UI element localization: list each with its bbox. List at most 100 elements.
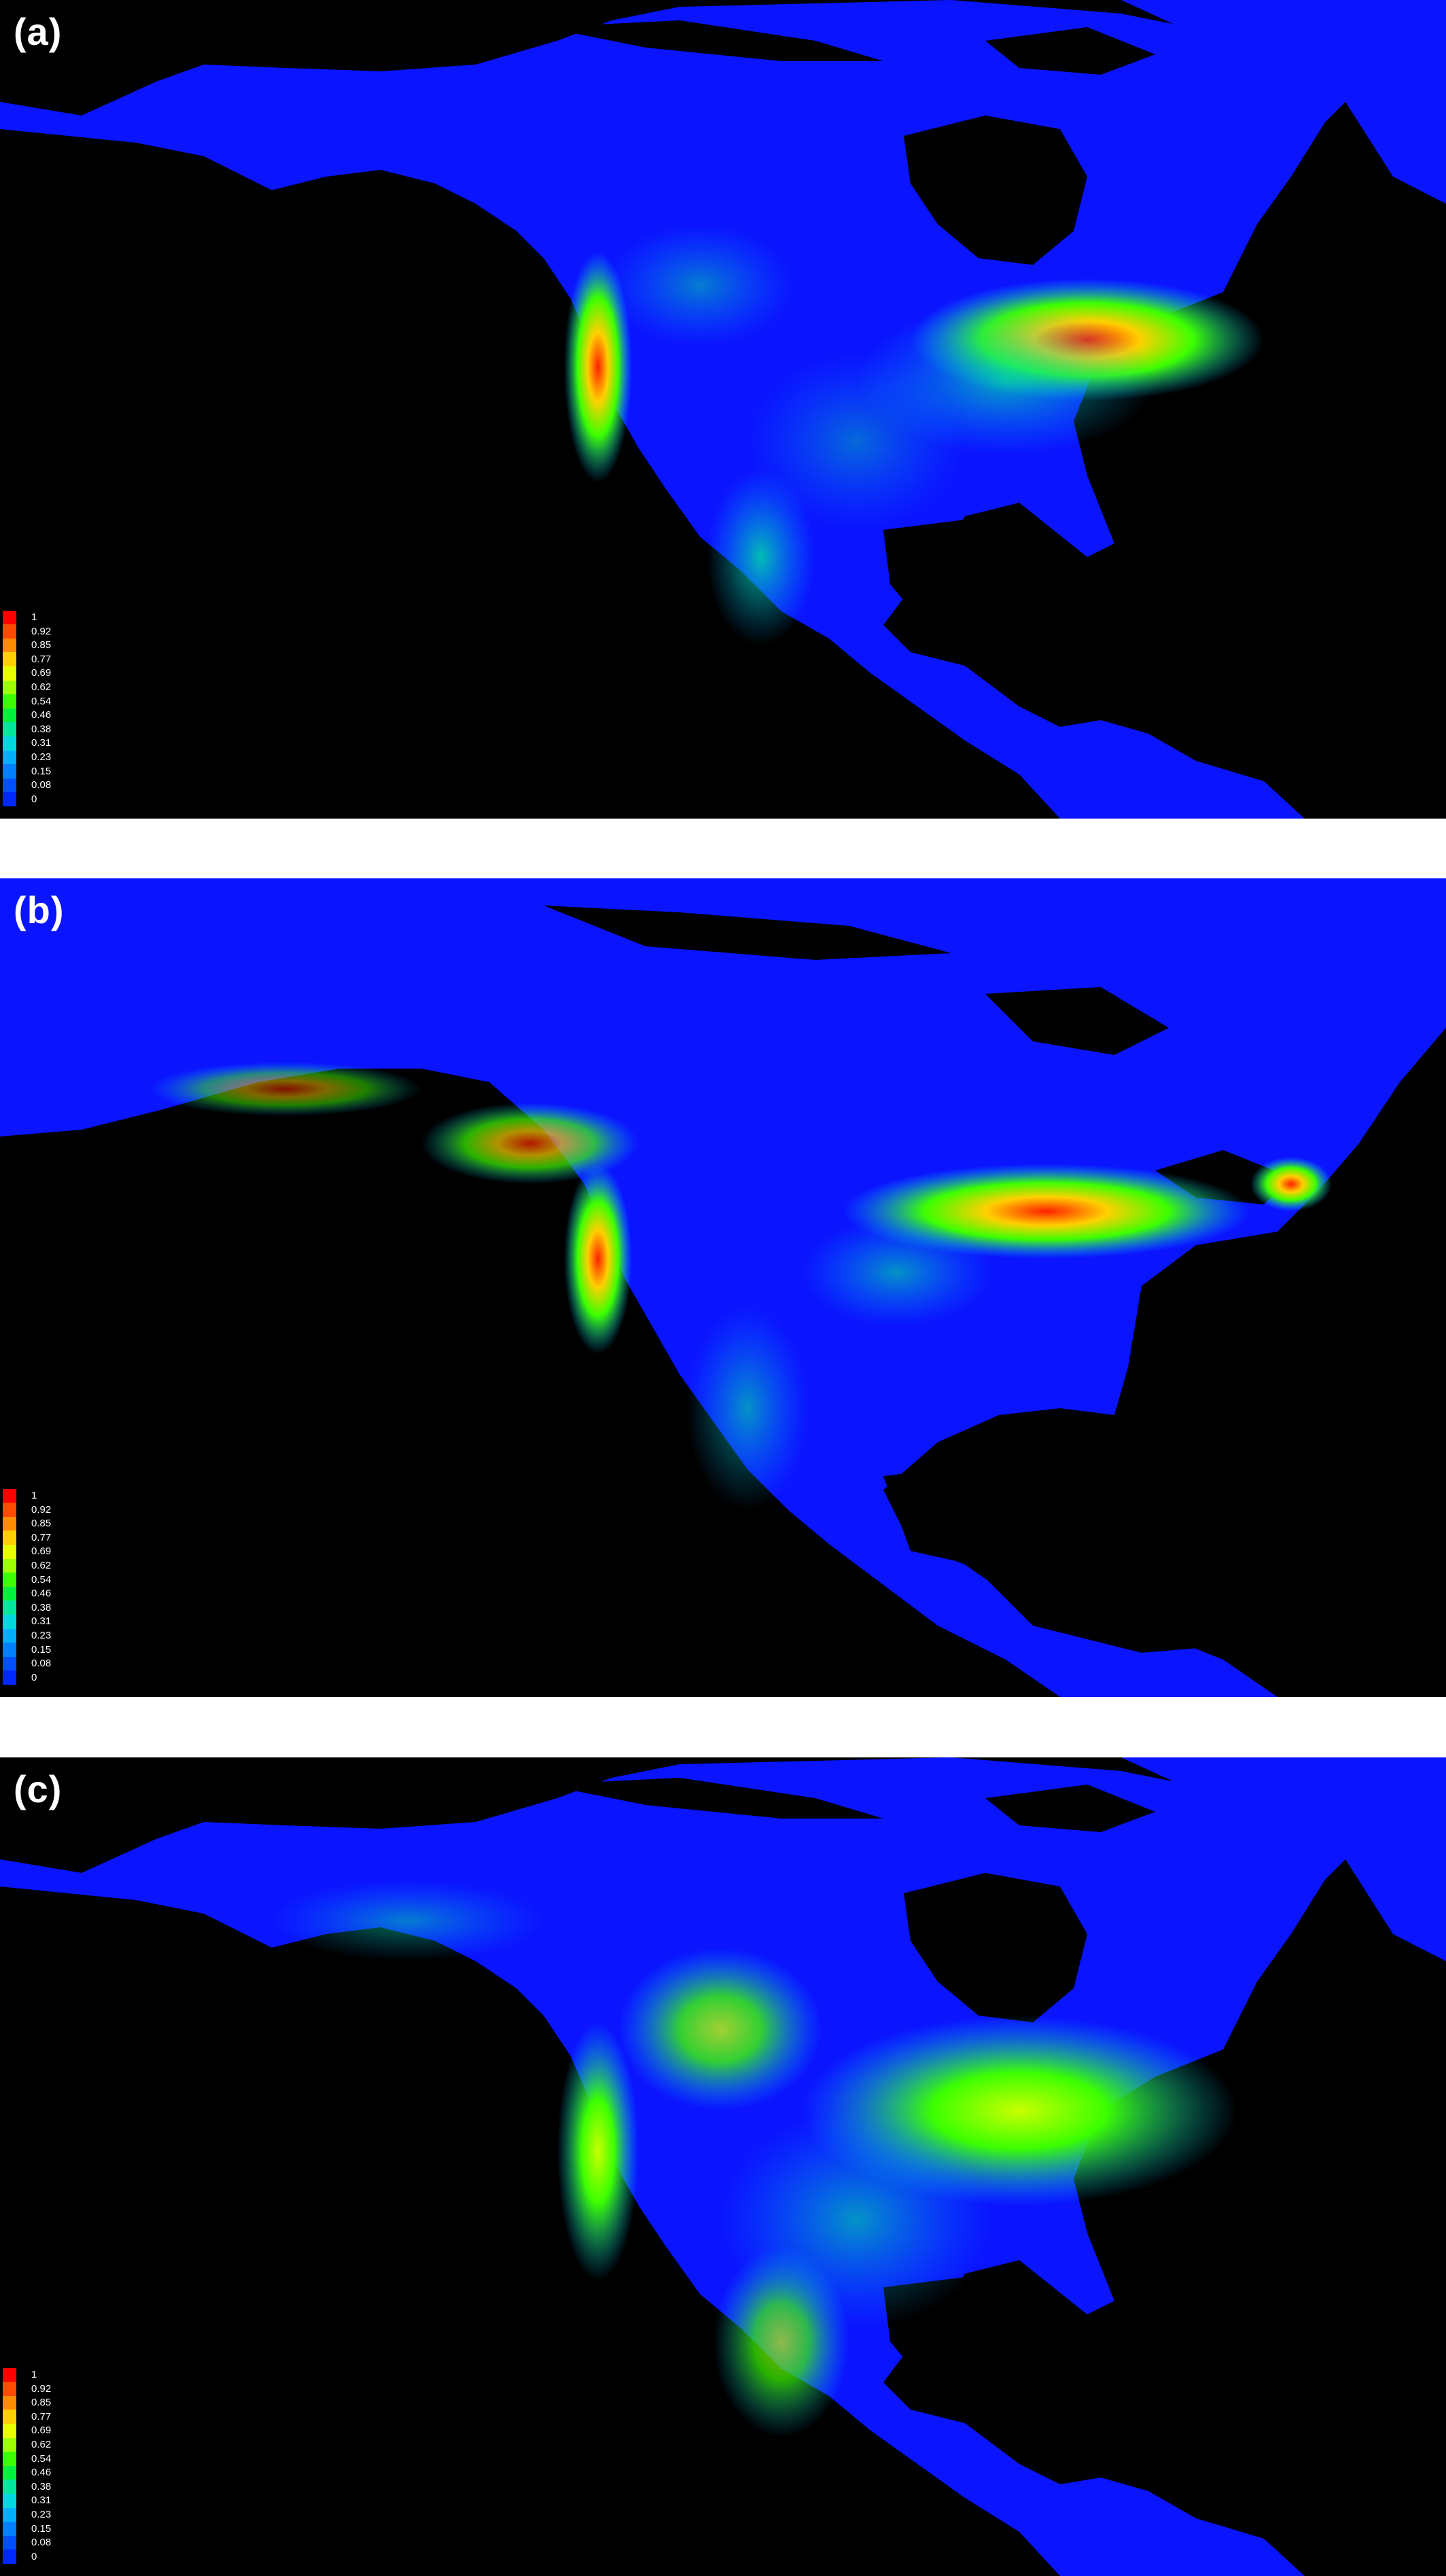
legend-row: 0.92 <box>3 624 84 639</box>
legend-swatch <box>3 1516 16 1531</box>
legend-swatch <box>3 694 16 709</box>
color-legend: 1 0.92 0.85 0.77 0.69 0.62 0.54 0.46 0.38 0.31 0.2… <box>3 2367 84 2564</box>
legend-swatch <box>3 750 16 765</box>
legend-row: 0.85 <box>3 2395 84 2410</box>
map-panel-b: (b) 1 0.92 0.85 0.77 0.69 0.62 0.54 0.46 0.38 0.3… <box>0 878 1446 1697</box>
color-legend: 1 0.92 0.85 0.77 0.69 0.62 0.54 0.46 0.38 0.31 0.2… <box>3 1488 84 1685</box>
legend-row: 0 <box>3 1670 84 1685</box>
legend-row: 0.92 <box>3 1503 84 1517</box>
legend-row: 0.46 <box>3 708 84 723</box>
legend-swatch <box>3 2437 16 2452</box>
legend-label: 0.15 <box>31 2522 52 2535</box>
legend-label: 0.46 <box>31 1588 52 1600</box>
legend-label: 0.92 <box>31 1503 52 1516</box>
legend-swatch <box>3 638 16 653</box>
legend-label: 0.77 <box>31 1531 52 1543</box>
greenland <box>1121 0 1446 204</box>
panel-label: (b) <box>14 889 65 931</box>
legend-row: 0.69 <box>3 666 84 681</box>
legend-row: 0.54 <box>3 2452 84 2466</box>
legend-label: 0.69 <box>31 667 52 679</box>
legend-swatch <box>3 1670 16 1685</box>
legend-swatch <box>3 666 16 681</box>
legend-row: 0.15 <box>3 2522 84 2536</box>
legend-row: 0.08 <box>3 2535 84 2550</box>
legend-swatch <box>3 2550 16 2564</box>
legend-label: 1 <box>31 1489 37 1501</box>
legend-label: 0.69 <box>31 1545 52 1558</box>
legend-label: 0.23 <box>31 1629 52 1641</box>
legend-swatch <box>3 1656 16 1671</box>
legend-label: 0.38 <box>31 2480 52 2492</box>
legend-row: 0.69 <box>3 1545 84 1559</box>
legend-row: 0.08 <box>3 1656 84 1671</box>
legend-row: 0.15 <box>3 764 84 779</box>
legend-label: 0.23 <box>31 2508 52 2520</box>
legend-label: 0.54 <box>31 695 52 707</box>
legend-label: 0.46 <box>31 2467 52 2479</box>
legend-label: 0.54 <box>31 2452 52 2465</box>
legend-label: 0.62 <box>31 1559 52 1571</box>
legend-label: 0.08 <box>31 2537 52 2549</box>
legend-swatch <box>3 736 16 751</box>
legend-swatch <box>3 1573 16 1587</box>
legend-swatch <box>3 1503 16 1517</box>
legend-row: 0.31 <box>3 1615 84 1629</box>
habitat-suitability-map-c <box>0 1757 1446 2576</box>
legend-label: 0.77 <box>31 653 52 665</box>
legend-row: 0.08 <box>3 778 84 793</box>
legend-row: 0.15 <box>3 1643 84 1657</box>
legend-row: 0 <box>3 792 84 806</box>
legend-label: 0.38 <box>31 1601 52 1613</box>
legend-label: 0.62 <box>31 681 52 693</box>
legend-swatch <box>3 1600 16 1615</box>
legend-swatch <box>3 1586 16 1601</box>
legend-swatch <box>3 778 16 793</box>
legend-row: 0.69 <box>3 2424 84 2438</box>
legend-row: 0.77 <box>3 2410 84 2425</box>
legend-swatch <box>3 2382 16 2396</box>
legend-row: 0.85 <box>3 638 84 653</box>
legend-row: 0.38 <box>3 722 84 737</box>
legend-label: 0.62 <box>31 2438 52 2450</box>
legend-label: 1 <box>31 611 37 623</box>
legend-swatch <box>3 2410 16 2425</box>
legend-swatch <box>3 2465 16 2480</box>
legend-row: 0.62 <box>3 680 84 695</box>
legend-swatch <box>3 2522 16 2536</box>
legend-row: 0.54 <box>3 694 84 709</box>
legend-swatch <box>3 2507 16 2522</box>
legend-label: 0.77 <box>31 2410 52 2422</box>
legend-row: 0.54 <box>3 1573 84 1587</box>
legend-row: 0.38 <box>3 2480 84 2494</box>
habitat-suitability-map-a <box>0 0 1446 819</box>
legend-swatch <box>3 1615 16 1629</box>
legend-label: 0.38 <box>31 723 52 735</box>
legend-swatch <box>3 2480 16 2494</box>
panel-label: (c) <box>14 1768 63 1810</box>
legend-label: 0.23 <box>31 751 52 763</box>
legend-label: 0.92 <box>31 625 52 637</box>
legend-label: 0.15 <box>31 765 52 777</box>
legend-swatch <box>3 1545 16 1559</box>
legend-swatch <box>3 652 16 667</box>
legend-row: 0.23 <box>3 1628 84 1643</box>
legend-row: 0.31 <box>3 2494 84 2508</box>
legend-row: 0.62 <box>3 1558 84 1573</box>
legend-row: 0.31 <box>3 736 84 751</box>
legend-row: 0.85 <box>3 1516 84 1531</box>
legend-label: 0.54 <box>31 1573 52 1586</box>
legend-label: 0.08 <box>31 1658 52 1670</box>
legend-swatch <box>3 610 16 625</box>
legend-label: 1 <box>31 2368 37 2380</box>
legend-label: 0.15 <box>31 1643 52 1656</box>
map-panel-c: (c) 1 0.92 0.85 0.77 0.69 0.62 0.54 0.46 0.38 0.3… <box>0 1757 1446 2576</box>
legend-swatch <box>3 2452 16 2466</box>
legend-swatch <box>3 624 16 639</box>
legend-swatch <box>3 792 16 806</box>
legend-label: 0 <box>31 1671 37 1683</box>
legend-row: 0.92 <box>3 2382 84 2396</box>
legend-swatch <box>3 2395 16 2410</box>
legend-label: 0.31 <box>31 737 52 749</box>
legend-label: 0.85 <box>31 639 52 651</box>
